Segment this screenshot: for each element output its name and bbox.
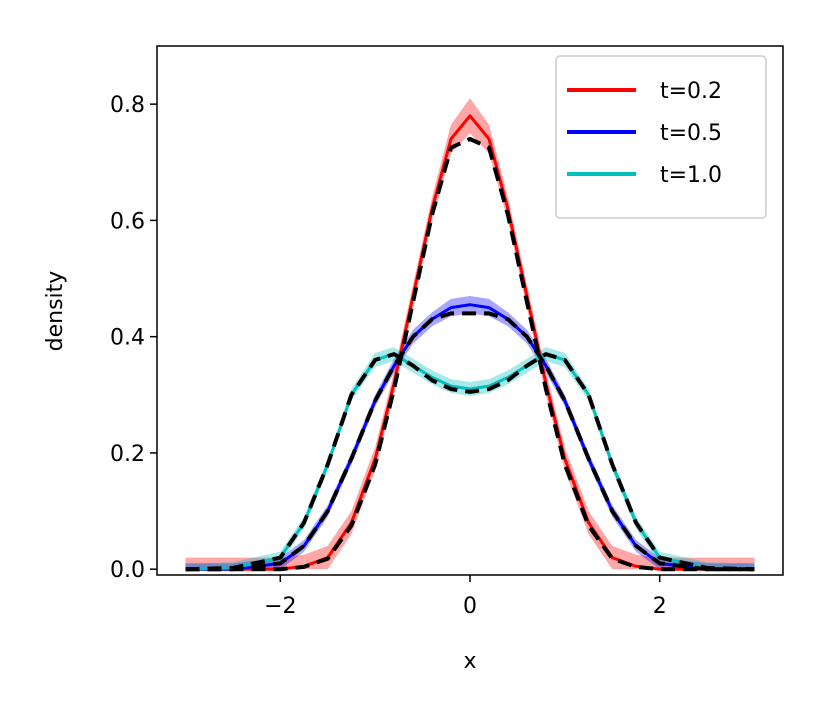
reference-line-3 — [185, 352, 755, 572]
band-series-3 — [185, 347, 755, 570]
y-tick-label: 0.0 — [110, 558, 145, 583]
y-tick-label: 0.2 — [110, 442, 145, 467]
y-tick-label: 0.8 — [110, 93, 145, 118]
band-series-2 — [185, 296, 755, 570]
y-tick-label: 0.4 — [110, 326, 145, 351]
legend-label-1: t=0.2 — [660, 79, 722, 104]
line-series-2 — [185, 303, 755, 571]
x-axis-ticks: −2 0 2 — [264, 575, 667, 619]
reference-line-2 — [185, 311, 755, 572]
y-axis-label: density — [43, 271, 68, 352]
y-axis-ticks: 0.0 0.2 0.4 0.6 0.8 — [110, 93, 157, 583]
reference-line-1 — [185, 137, 755, 572]
legend-label-2: t=0.5 — [660, 121, 722, 146]
x-tick-label: 0 — [463, 594, 477, 619]
x-tick-label: −2 — [264, 594, 296, 619]
legend-box — [555, 55, 767, 219]
legend: t=0.2 t=0.5 t=1.0 — [555, 55, 767, 219]
legend-label-3: t=1.0 — [660, 163, 722, 188]
reference-lines — [185, 137, 755, 572]
x-tick-label: 2 — [653, 594, 667, 619]
x-axis-label: x — [463, 649, 476, 674]
y-tick-label: 0.6 — [110, 209, 145, 234]
